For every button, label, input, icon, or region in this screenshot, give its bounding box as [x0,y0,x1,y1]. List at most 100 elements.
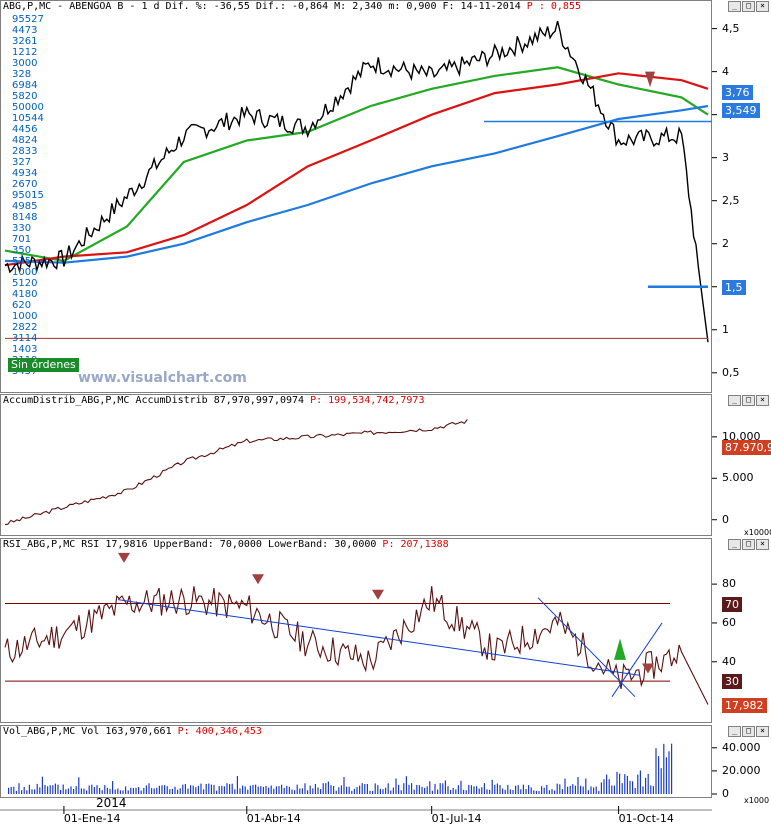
volume-bar [346,786,348,794]
volume-bar [439,783,441,794]
volume-bar [499,785,501,794]
maximize-button[interactable]: □ [742,395,755,406]
volume-bar [611,785,613,794]
volume-bar [325,783,327,794]
order-book-entry: 4473 [12,25,38,36]
price-ytick-label: 4 [722,64,729,78]
volume-bar [460,780,462,794]
volume-bar [353,788,355,794]
minimize-button[interactable]: _ [728,726,741,737]
volume-bar [658,756,660,794]
minimize-button[interactable]: _ [728,539,741,550]
rsi-panel: RSI_ABG,P,MC RSI 17,9816 UpperBand: 70,0… [0,538,771,723]
volume-bar [278,786,280,794]
ad-multiplier: x100000 [744,528,771,537]
order-book-entry: 1212 [12,47,38,58]
volume-bar [88,785,90,794]
volume-bar [626,775,628,794]
volume-bar [117,788,119,794]
maximize-button[interactable]: □ [742,539,755,550]
volume-bar [387,783,389,794]
volume-bar [252,784,254,794]
volume-bar [236,776,238,794]
close-button[interactable]: × [756,1,769,12]
volume-bar [546,785,548,794]
volume-bar [138,787,140,794]
minimize-button[interactable]: _ [728,395,741,406]
rsi-band-tag: 70 [722,596,742,612]
volume-bar [234,789,236,794]
accumdistrib-last: P: 199,534,742,7973 [310,395,425,406]
volume-bar [317,787,319,794]
volume-bar [15,790,17,794]
maximize-button[interactable]: □ [742,1,755,12]
price-tag: 1,5 [722,279,746,295]
volume-bar [541,786,543,794]
volume-bar [642,786,644,794]
x-axis-label: 01-Abr-14 [246,812,301,825]
volume-bar [603,779,605,794]
ad-ytick-label: 10.000 [722,429,761,443]
volume-bar [629,780,631,794]
volume-bar [164,785,166,794]
order-book-entry: 2833 [12,146,38,157]
volume-bar [359,785,361,794]
volume-bar [260,786,262,794]
volume-bar [174,786,176,794]
volume-bar [96,785,98,794]
close-button[interactable]: × [756,395,769,406]
volume-bar [372,790,374,794]
volume-bar [44,785,46,794]
order-book-entry: 3000 [12,58,38,69]
order-book-entry: 95015 [12,190,44,201]
volume-bar [595,786,597,794]
volume-bar [125,786,127,794]
volume-bar [114,789,116,794]
volume-bar [450,790,452,794]
volume-bar [166,786,168,794]
close-button[interactable]: × [756,539,769,550]
volume-bar [437,789,439,794]
volume-bar [424,787,426,794]
volume-bar [340,785,342,794]
sell-arrow-icon [252,574,264,585]
volume-bar [379,788,381,794]
volume-bar [244,786,246,794]
vol-ytick-label: 40.000 [722,740,761,754]
close-button[interactable]: × [756,726,769,737]
rsi-trendline [611,622,663,697]
order-book-entry: 330 [12,223,32,234]
volume-bar [533,790,535,794]
volume-bar [554,790,556,794]
volume-bar [299,788,301,794]
volume-bar [608,779,610,794]
volume-bar [476,786,478,794]
volume-bar [452,788,454,794]
volume-bar [231,783,233,794]
volume-bar [242,785,244,794]
volume-bar [75,786,77,794]
rsi-ytick-label: 60 [722,615,736,629]
volume-bar [192,785,194,794]
volume-bar [171,788,173,794]
volume-bar [307,790,309,794]
volume-bar [369,790,371,794]
volume-bar [239,788,241,794]
accumdistrib-panel: AccumDistrib_ABG,P,MC AccumDistrib 87,97… [0,394,771,536]
order-book-entry: 5120 [12,278,38,289]
volume-bar [494,784,496,794]
volume-bar [47,786,49,794]
volume-bar [182,784,184,794]
volume-bar [226,783,228,794]
volume-bar [538,791,540,794]
volume-bar [213,784,215,794]
minimize-button[interactable]: _ [728,1,741,12]
volume-bar [91,784,93,794]
price-panel-title: ABG,P,MC - ABENGOA B - 1 d Dif. %: -36,5… [3,1,581,12]
volume-bar [86,790,88,794]
volume-bar [273,788,275,794]
ma-long-line [4,104,709,264]
maximize-button[interactable]: □ [742,726,755,737]
volume-bar [265,785,267,794]
volume-bar [390,790,392,794]
